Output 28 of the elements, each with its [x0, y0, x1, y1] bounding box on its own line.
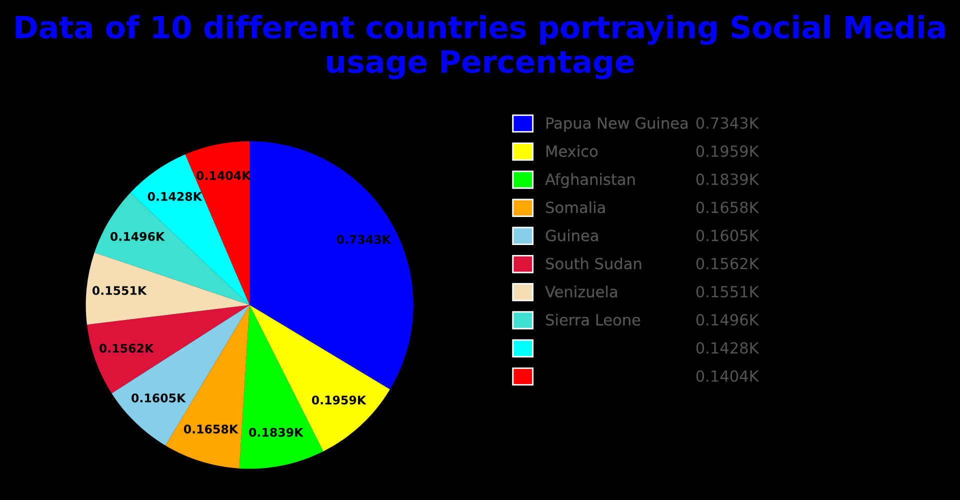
legend-label: Somalia	[546, 201, 605, 214]
data-label: 0.1658K	[184, 424, 238, 434]
data-label: 0.1562K	[99, 344, 154, 353]
legend-label: Sierra Leone	[546, 314, 640, 326]
data-label: 0.7343K	[336, 234, 392, 244]
data-label: 0.1959K	[312, 396, 366, 404]
legend-label: Afghanistan	[545, 173, 635, 188]
legend-label: Venizuela	[545, 286, 617, 298]
legend-label: Papua New Guinea	[546, 117, 688, 132]
data-label: 0.1605K	[132, 394, 186, 402]
text: 0.1658K	[696, 202, 760, 214]
text: 0.1428K	[696, 342, 760, 354]
data-label: 0.1839K	[249, 428, 304, 437]
text: 0.1959K	[696, 145, 760, 157]
text: 0.1562K	[696, 258, 760, 270]
text: 0.1404K	[696, 370, 760, 382]
chart-title: Data of 10 different countries portraying Social Media usage Percentage	[16, 15, 945, 80]
data-label: 0.1496K	[110, 232, 165, 241]
text: 0.1551K	[696, 286, 760, 298]
text: 0.7343K	[696, 117, 760, 129]
text: 0.1839K	[696, 174, 760, 186]
data-label: 0.1551K	[92, 286, 147, 295]
data-label: 0.1428K	[148, 192, 202, 201]
text: 0.1605K	[696, 230, 760, 242]
legend-label: Mexico	[546, 145, 598, 157]
text: 0.1496K	[696, 314, 760, 326]
legend-label: South Sudan	[546, 258, 642, 270]
legend-label: Guinea	[546, 229, 598, 242]
